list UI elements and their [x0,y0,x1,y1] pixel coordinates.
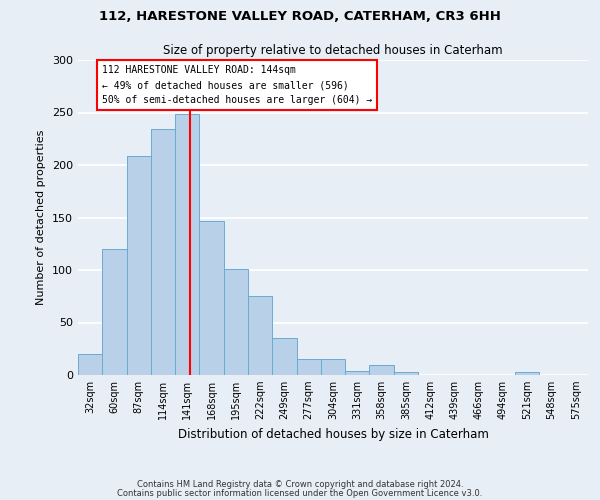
Bar [78,354,102,375]
Text: 112 HARESTONE VALLEY ROAD: 144sqm
← 49% of detached houses are smaller (596)
50%: 112 HARESTONE VALLEY ROAD: 144sqm ← 49% … [102,65,373,105]
Bar [175,114,199,375]
Bar [321,359,345,375]
Title: Size of property relative to detached houses in Caterham: Size of property relative to detached ho… [163,44,503,58]
Bar [296,359,321,375]
X-axis label: Distribution of detached houses by size in Caterham: Distribution of detached houses by size … [178,428,488,440]
Bar [127,156,151,375]
Y-axis label: Number of detached properties: Number of detached properties [37,130,46,305]
Text: Contains HM Land Registry data © Crown copyright and database right 2024.: Contains HM Land Registry data © Crown c… [137,480,463,489]
Bar [151,130,175,375]
Bar [248,296,272,375]
Bar [394,372,418,375]
Bar [370,364,394,375]
Bar [272,338,296,375]
Text: Contains public sector information licensed under the Open Government Licence v3: Contains public sector information licen… [118,489,482,498]
Bar [345,371,370,375]
Text: 112, HARESTONE VALLEY ROAD, CATERHAM, CR3 6HH: 112, HARESTONE VALLEY ROAD, CATERHAM, CR… [99,10,501,23]
Bar [224,269,248,375]
Bar [515,372,539,375]
Bar [102,249,127,375]
Bar [199,220,224,375]
